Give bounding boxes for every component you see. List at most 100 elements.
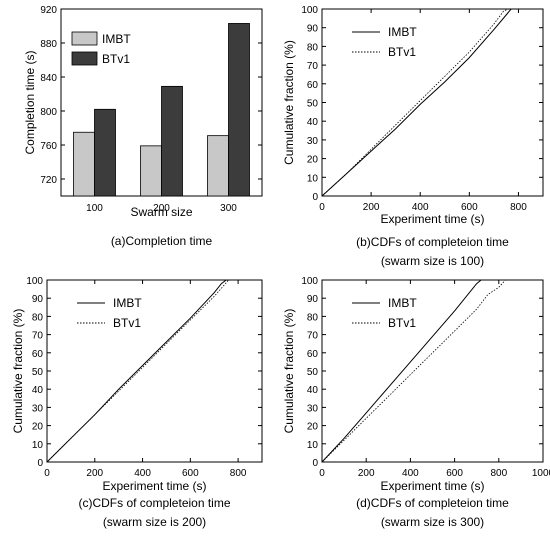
y-tick-label: 60 [307,349,319,360]
legend-swatch [71,31,98,46]
y-tick-label: 20 [32,422,44,433]
plot-frame [46,279,263,463]
legend-swatch [71,51,98,66]
y-tick-label: 70 [32,331,44,342]
legend-label: BTv1 [113,316,141,330]
panel-caption: (swarm size is 200) [103,515,206,529]
legend-label: IMBT [388,25,417,39]
legend-label: IMBT [113,296,142,310]
bar-btv1-300 [228,23,250,197]
y-tick-label: 40 [32,385,44,396]
y-tick-label: 70 [307,61,319,72]
series-line-btv1 [46,279,229,463]
x-axis-label: Swarm size [130,205,192,219]
x-axis-label: Experiment time (s) [380,479,484,493]
x-tick-label: 400 [402,468,419,479]
x-tick-label: 600 [461,202,478,213]
y-tick-label: 20 [307,422,319,433]
y-tick-label: 50 [307,99,319,110]
y-tick-label: 30 [32,403,44,414]
y-tick-label: 40 [307,385,319,396]
y-tick-label: 100 [301,276,318,287]
x-tick-label: 600 [182,468,199,479]
y-tick-label: 30 [307,403,319,414]
y-axis-label: Cumulative fraction (%) [282,309,296,434]
y-tick-label: 70 [307,331,319,342]
panel-caption: (swarm size is 300) [381,515,484,529]
bar-btv1-100 [94,108,116,197]
x-tick-label: 400 [134,468,151,479]
x-tick-label: 800 [510,202,527,213]
x-axis-label: Experiment time (s) [102,479,206,493]
panel-caption: (a)Completion time [111,234,213,248]
y-tick-label: 60 [307,80,319,91]
y-tick-label: 10 [307,440,319,451]
x-tick-label: 400 [412,202,429,213]
y-tick-label: 720 [40,175,57,186]
x-tick-label: 800 [490,468,507,479]
x-tick-label: 200 [153,203,170,214]
y-axis-label: Cumulative fraction (%) [11,309,25,434]
y-tick-label: 800 [40,107,57,118]
x-tick-label: 0 [319,468,325,479]
y-tick-label: 880 [40,39,57,50]
bar-imbt-300 [207,135,229,197]
x-tick-label: 200 [86,468,103,479]
panel-caption: (c)CDFs of completeion time [78,496,230,510]
y-tick-label: 0 [312,192,318,203]
panel-caption: (swarm size is 100) [381,254,484,268]
chart-panel-a [60,8,263,197]
series-line-imbt [321,279,493,463]
x-tick-label: 0 [44,468,50,479]
series-line-btv1 [321,279,506,463]
plot-frame [321,8,544,197]
y-tick-label: 920 [40,5,57,16]
bar-imbt-100 [73,131,95,197]
y-tick-label: 90 [32,294,44,305]
y-tick-label: 100 [301,5,318,16]
y-axis-label: Cumulative fraction (%) [282,40,296,165]
legend-label: BTv1 [102,52,130,66]
x-tick-label: 800 [230,468,247,479]
y-tick-label: 90 [307,294,319,305]
y-tick-label: 90 [307,24,319,35]
y-tick-label: 20 [307,155,319,166]
x-tick-label: 0 [319,202,325,213]
y-tick-label: 80 [307,42,319,53]
series-line-imbt [321,8,512,197]
y-tick-label: 10 [307,173,319,184]
y-tick-label: 80 [32,312,44,323]
chart-panel-d [321,279,544,463]
chart-panel-c [46,279,263,463]
panel-caption: (b)CDFs of completeion time [356,235,509,249]
x-tick-label: 600 [446,468,463,479]
legend-label: IMBT [102,32,131,46]
legend-label: IMBT [388,296,417,310]
x-tick-label: 200 [358,468,375,479]
panel-caption: (d)CDFs of completeion time [356,496,509,510]
series-line-btv1 [321,8,509,197]
x-tick-label: 100 [86,203,103,214]
chart-panel-b [321,8,544,197]
y-tick-label: 760 [40,141,57,152]
legend-label: BTv1 [388,316,416,330]
x-tick-label: 200 [363,202,380,213]
y-tick-label: 80 [307,312,319,323]
y-tick-label: 60 [32,349,44,360]
y-tick-label: 0 [37,458,43,469]
bar-imbt-200 [140,145,162,197]
legend-label: BTv1 [388,45,416,59]
y-axis-label: Completion time (s) [23,50,37,154]
y-tick-label: 40 [307,117,319,128]
y-tick-label: 50 [307,367,319,378]
y-tick-label: 0 [312,458,318,469]
y-tick-label: 100 [26,276,43,287]
y-tick-label: 840 [40,73,57,84]
x-tick-label: 300 [220,203,237,214]
y-tick-label: 10 [32,440,44,451]
y-tick-label: 50 [32,367,44,378]
x-axis-label: Experiment time (s) [380,212,484,226]
plot-frame [321,279,544,463]
